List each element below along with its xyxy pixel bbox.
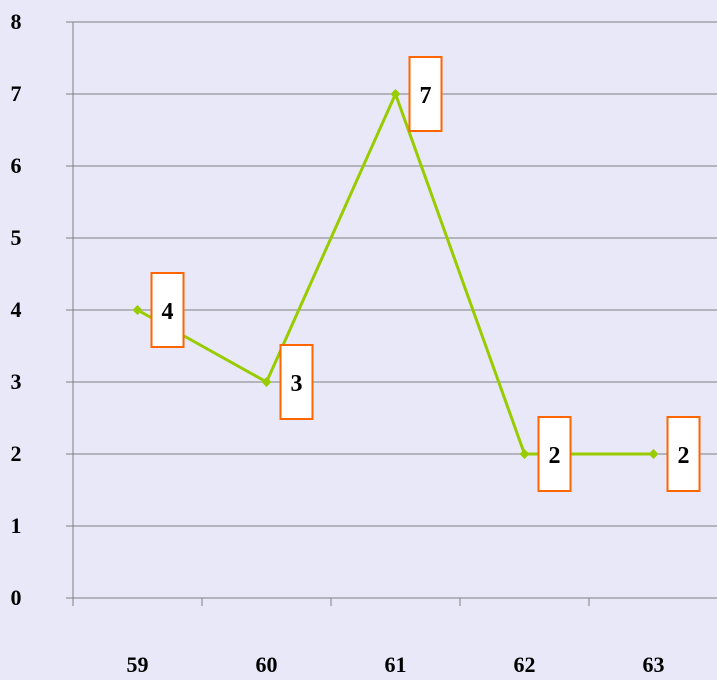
data-point-marker xyxy=(648,449,659,459)
y-axis-tick-labels: 0 1 2 3 4 5 6 7 8 xyxy=(11,9,22,610)
data-point-marker xyxy=(519,449,530,459)
data-label-box xyxy=(279,344,314,420)
data-point-marker xyxy=(261,377,272,387)
data-point-marker xyxy=(132,305,143,315)
series-line xyxy=(136,92,654,456)
x-tick-label: 59 xyxy=(127,652,149,677)
y-tick-label: 7 xyxy=(11,81,22,106)
y-tick-label: 2 xyxy=(11,441,22,466)
data-labels: 4 3 7 2 2 xyxy=(150,56,701,492)
data-label-box xyxy=(150,272,185,348)
x-tick-label: 63 xyxy=(643,652,665,677)
y-tick-label: 6 xyxy=(11,153,22,178)
data-series xyxy=(132,89,659,459)
y-tick-label: 4 xyxy=(11,297,22,322)
x-tick-label: 61 xyxy=(385,652,407,677)
data-label: 7 xyxy=(420,83,432,109)
data-label: 2 xyxy=(678,443,690,469)
data-label: 2 xyxy=(549,443,561,469)
y-tick-label: 0 xyxy=(11,585,22,610)
data-label: 3 xyxy=(291,371,303,397)
data-label-box xyxy=(537,416,572,492)
data-point-marker xyxy=(390,89,401,99)
y-tick-label: 8 xyxy=(11,9,22,34)
axes xyxy=(66,21,717,606)
x-tick-label: 60 xyxy=(256,652,278,677)
y-tick-label: 1 xyxy=(11,513,22,538)
y-tick-label: 3 xyxy=(11,369,22,394)
data-label-box xyxy=(408,56,443,132)
data-label: 4 xyxy=(162,299,174,325)
x-axis-tick-labels: 59 60 61 62 63 xyxy=(127,652,665,677)
data-label-box xyxy=(666,416,701,492)
x-tick-label: 62 xyxy=(514,652,536,677)
y-tick-label: 5 xyxy=(11,225,22,250)
